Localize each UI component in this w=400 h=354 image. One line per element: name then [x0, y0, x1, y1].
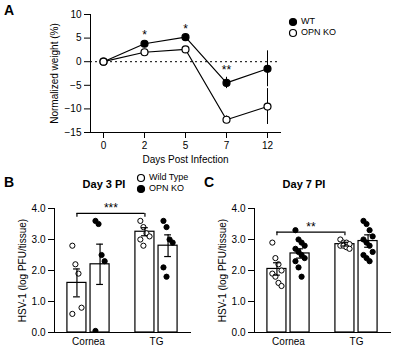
svg-text:1.0: 1.0: [232, 296, 246, 307]
svg-text:HSV-1 (log PFU/tissue): HSV-1 (log PFU/tissue): [17, 219, 28, 322]
svg-text:Normalized weight (%): Normalized weight (%): [49, 23, 60, 124]
svg-text:0: 0: [76, 56, 82, 67]
html-text:OPN KO: OPN KO: [149, 183, 184, 193]
svg-text:HSV-1 (log PFU/tissue): HSV-1 (log PFU/tissue): [217, 219, 228, 322]
svg-text:Cornea: Cornea: [272, 336, 305, 347]
svg-text:10: 10: [70, 9, 82, 20]
html-text:A: A: [4, 2, 15, 18]
svg-text:12: 12: [262, 140, 274, 151]
html-text:Day 3 PI: Day 3 PI: [82, 178, 126, 190]
svg-text:5: 5: [76, 32, 82, 43]
svg-text:3.0: 3.0: [32, 234, 46, 245]
html-text:Wild Type: Wild Type: [149, 172, 189, 182]
svg-text:−15: −15: [65, 127, 82, 138]
svg-text:Cornea: Cornea: [72, 336, 105, 347]
html-text:Day 7 PI: Day 7 PI: [282, 178, 326, 190]
svg-text:***: ***: [104, 201, 118, 215]
svg-text:0: 0: [101, 140, 107, 151]
svg-text:−10: −10: [65, 103, 82, 114]
html-text:OPN KO: OPN KO: [301, 27, 336, 37]
svg-text:2: 2: [142, 140, 148, 151]
svg-text:**: **: [222, 63, 232, 77]
svg-text:TG: TG: [350, 336, 364, 347]
svg-text:1.0: 1.0: [32, 296, 46, 307]
html-text:B: B: [4, 174, 15, 190]
html-text:WT: WT: [301, 16, 315, 26]
svg-text:2.0: 2.0: [232, 265, 246, 276]
svg-text:4.0: 4.0: [232, 203, 246, 214]
svg-text:Days Post Infection: Days Post Infection: [142, 154, 228, 165]
svg-text:0.0: 0.0: [32, 327, 46, 338]
html-text:C: C: [204, 174, 215, 190]
svg-text:3.0: 3.0: [232, 234, 246, 245]
svg-text:*: *: [142, 28, 147, 42]
svg-text:*: *: [183, 22, 188, 36]
svg-text:2.0: 2.0: [32, 265, 46, 276]
svg-text:4.0: 4.0: [32, 203, 46, 214]
svg-text:−5: −5: [70, 80, 82, 91]
svg-text:7: 7: [224, 140, 230, 151]
svg-text:**: **: [306, 220, 316, 234]
svg-text:0.0: 0.0: [232, 327, 246, 338]
svg-text:5: 5: [183, 140, 189, 151]
svg-text:TG: TG: [150, 336, 164, 347]
